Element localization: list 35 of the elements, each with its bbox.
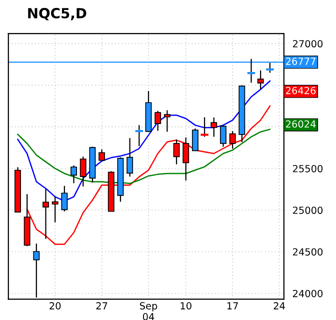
candlestick bbox=[200, 116, 208, 138]
candlestick bbox=[154, 110, 162, 132]
candlestick bbox=[182, 136, 190, 182]
candlestick bbox=[135, 124, 143, 147]
x-tick-label: Sep 04 bbox=[140, 302, 158, 320]
candlestick bbox=[220, 124, 226, 148]
candlestick bbox=[192, 128, 198, 152]
candlestick bbox=[61, 185, 68, 212]
candlestick bbox=[126, 138, 134, 178]
candlestick bbox=[80, 156, 86, 188]
candlestick bbox=[164, 110, 170, 132]
x-tick-label: 20 bbox=[50, 302, 61, 310]
candlestick bbox=[210, 116, 218, 138]
y-tick-label: 25000 bbox=[292, 206, 323, 214]
candlestick bbox=[52, 196, 58, 223]
candlestick bbox=[173, 138, 180, 165]
x-tick-label: 10 bbox=[180, 302, 192, 310]
x-tick-label: 17 bbox=[227, 302, 238, 310]
candlestick bbox=[257, 70, 264, 90]
y-tick-label: 24500 bbox=[292, 248, 323, 256]
candlestick bbox=[98, 148, 106, 161]
ref-line-label: 26777 bbox=[286, 58, 316, 65]
annotation: 26024 bbox=[286, 120, 316, 128]
candlestick bbox=[42, 188, 49, 240]
y-tick-label: 24000 bbox=[292, 290, 323, 298]
line-series bbox=[17, 128, 271, 184]
y-tick-label: 27000 bbox=[292, 40, 323, 48]
annotation: 26426 bbox=[286, 86, 316, 94]
y-tick-label: 25500 bbox=[292, 164, 323, 172]
candlestick bbox=[229, 130, 236, 150]
chart-title: NQC5,D bbox=[28, 8, 86, 20]
line-series bbox=[26, 105, 271, 245]
x-tick-label: 27 bbox=[96, 302, 108, 310]
x-tick-label: 24 bbox=[274, 302, 285, 310]
candlestick bbox=[70, 164, 77, 184]
